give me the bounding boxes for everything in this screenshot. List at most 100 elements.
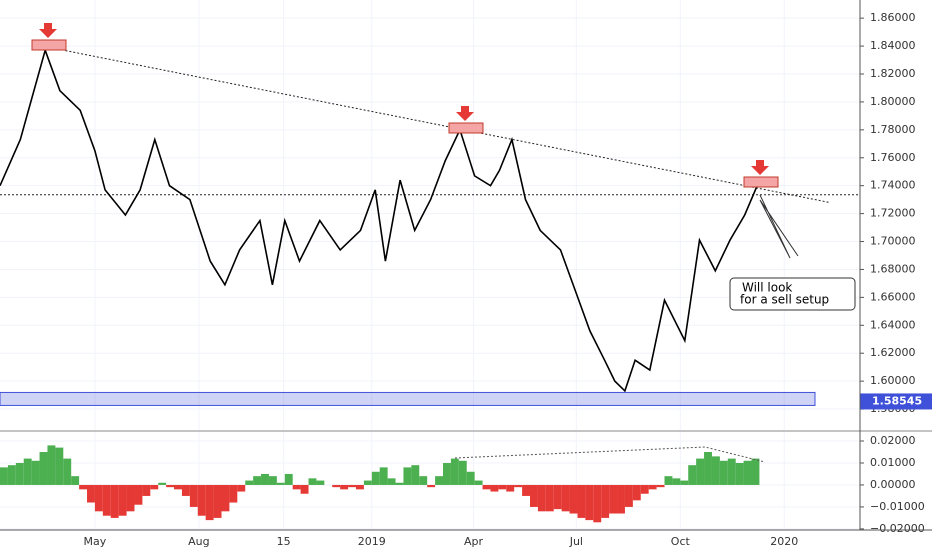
histogram-bar bbox=[577, 484, 586, 518]
price-label-box bbox=[860, 393, 932, 410]
histogram-bar bbox=[427, 484, 436, 488]
y-tick-label: −0.02000 bbox=[870, 522, 925, 535]
x-tick-label: 15 bbox=[277, 535, 291, 548]
y-tick-label: 1.64000 bbox=[870, 318, 916, 331]
histogram-bar bbox=[751, 458, 760, 485]
y-tick-label: 1.78000 bbox=[870, 123, 916, 136]
histogram-bar bbox=[617, 484, 625, 514]
y-tick-label: 1.66000 bbox=[870, 290, 916, 303]
callout-pointer bbox=[759, 194, 799, 259]
histogram-bar bbox=[482, 484, 491, 490]
histogram-bar bbox=[284, 473, 293, 485]
annotation-box bbox=[729, 277, 856, 311]
highlight-box bbox=[743, 176, 779, 188]
x-tick-label: Jul bbox=[569, 535, 583, 548]
histogram-bar bbox=[237, 484, 246, 492]
x-tick-label: 2019 bbox=[358, 535, 386, 548]
price-line bbox=[0, 47, 758, 393]
histogram-bar bbox=[450, 458, 459, 485]
histogram-bar bbox=[316, 480, 325, 485]
trendline bbox=[49, 46, 830, 203]
histogram-bar bbox=[118, 484, 127, 516]
histogram-bar bbox=[704, 451, 712, 485]
histogram-bar bbox=[332, 484, 341, 488]
histogram-bar bbox=[308, 478, 317, 485]
histogram-bar bbox=[371, 471, 380, 485]
histogram-bar bbox=[197, 484, 206, 516]
histogram-bar bbox=[292, 484, 301, 490]
histogram-bar bbox=[727, 458, 736, 485]
x-tick-label: Apr bbox=[464, 535, 484, 548]
histogram-bar bbox=[419, 476, 428, 485]
y-tick-label: 1.68000 bbox=[870, 262, 916, 275]
x-tick-label: May bbox=[84, 535, 107, 548]
y-tick-label: 1.62000 bbox=[870, 346, 916, 359]
histogram-bar bbox=[379, 467, 388, 485]
histogram-bar bbox=[166, 484, 175, 488]
histogram-bar bbox=[253, 476, 262, 485]
histogram-bar bbox=[664, 476, 673, 485]
histogram-bar bbox=[348, 484, 356, 488]
highlight-box bbox=[31, 39, 67, 51]
histogram-bar bbox=[23, 458, 32, 485]
histogram-bar bbox=[221, 484, 230, 512]
histogram-bar bbox=[514, 484, 523, 488]
histogram-bar bbox=[585, 484, 594, 521]
histogram-bar bbox=[672, 478, 681, 485]
histogram-bar bbox=[735, 462, 744, 485]
histogram-bar bbox=[126, 484, 135, 512]
histogram-bar bbox=[7, 465, 16, 485]
histogram-bar bbox=[363, 480, 372, 485]
histogram-bar bbox=[181, 484, 190, 496]
histogram-bar bbox=[94, 484, 103, 512]
histogram-bar bbox=[340, 484, 349, 490]
histogram-bar bbox=[39, 451, 48, 485]
x-tick-label: Aug bbox=[188, 535, 209, 548]
histogram-bar bbox=[545, 484, 554, 512]
histogram-bar bbox=[300, 484, 309, 494]
histogram-bar bbox=[71, 476, 80, 485]
price-label: 1.58545 bbox=[872, 394, 922, 407]
down-arrow bbox=[39, 23, 57, 38]
histogram-bar bbox=[711, 456, 720, 485]
histogram-bar bbox=[601, 484, 610, 518]
y-tick-label: 1.60000 bbox=[870, 374, 916, 387]
y-tick-label: 1.80000 bbox=[870, 95, 916, 108]
histogram-bar bbox=[569, 484, 578, 514]
histogram-bar bbox=[387, 478, 396, 485]
histogram-bar bbox=[435, 476, 443, 485]
histogram-bar bbox=[403, 467, 412, 485]
histogram-bar bbox=[696, 458, 705, 485]
histogram-bar bbox=[189, 484, 198, 507]
histogram-bar bbox=[458, 460, 467, 485]
histogram-bar bbox=[174, 484, 182, 490]
histogram-bar bbox=[261, 473, 269, 485]
histogram-bar bbox=[87, 484, 95, 503]
support-zone bbox=[0, 391, 816, 406]
histogram-bar bbox=[530, 484, 538, 507]
histogram-bar bbox=[466, 471, 475, 485]
y-tick-label: 0.02000 bbox=[870, 434, 916, 447]
histogram-bar bbox=[522, 484, 531, 496]
y-tick-label: 0.00000 bbox=[870, 478, 916, 491]
y-tick-label: 0.01000 bbox=[870, 456, 916, 469]
histogram-bar bbox=[158, 482, 167, 485]
histogram-bar bbox=[490, 484, 499, 492]
histogram-bar bbox=[632, 484, 641, 501]
histogram-bar bbox=[648, 484, 657, 490]
histogram-bar bbox=[213, 484, 222, 518]
histogram-bar bbox=[680, 480, 689, 485]
histogram-bar bbox=[268, 476, 277, 485]
histogram-bar bbox=[474, 480, 483, 485]
histogram-bar bbox=[506, 484, 515, 492]
histogram-bar bbox=[609, 484, 618, 514]
histogram-bar bbox=[150, 484, 159, 490]
histogram-bar bbox=[593, 484, 602, 523]
histogram-bar bbox=[656, 484, 665, 488]
histogram-bar bbox=[79, 484, 88, 490]
y-tick-label: 1.74000 bbox=[870, 179, 916, 192]
histogram-bar bbox=[31, 460, 40, 485]
down-arrow bbox=[456, 106, 474, 121]
histogram-bar bbox=[498, 484, 507, 490]
histogram-bar bbox=[688, 465, 697, 485]
